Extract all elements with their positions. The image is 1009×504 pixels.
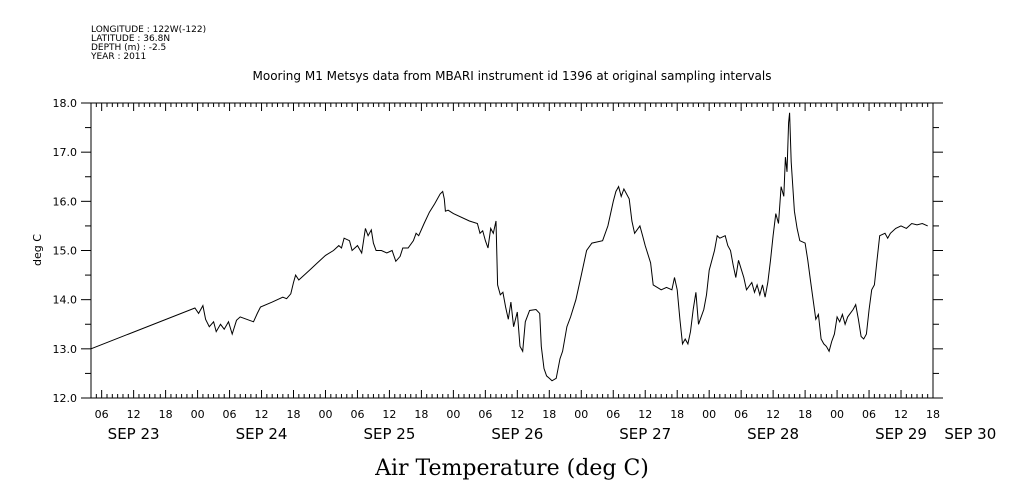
day-label: SEP 29 [875, 425, 927, 443]
y-tick-label: 15.0 [53, 245, 78, 258]
year-label: YEAR : 2011 [90, 52, 146, 62]
day-label: SEP 26 [491, 425, 543, 443]
x-tick-label: 00 [191, 408, 205, 421]
x-tick-label: 06 [350, 408, 364, 421]
x-tick-label: 00 [830, 408, 844, 421]
day-label: SEP 23 [108, 425, 160, 443]
x-tick-label: 06 [223, 408, 237, 421]
day-label: SEP 27 [619, 425, 671, 443]
y-tick-label: 18.0 [53, 97, 78, 110]
x-tick-label: 12 [255, 408, 269, 421]
y-tick-labels: 12.0 13.0 14.0 15.0 16.0 17.0 18.0 [53, 97, 78, 405]
y-tick-label: 17.0 [53, 146, 78, 159]
day-label: SEP 25 [363, 425, 415, 443]
x-tick-label: 18 [798, 408, 812, 421]
longitude-label: LONGITUDE : 122W(-122) [91, 25, 206, 35]
y-tick-label: 14.0 [53, 294, 78, 307]
x-tick-labels: 06 12 18 00 06 12 18 00 06 12 18 00 06 12 18 00 06 12 18 00… [95, 408, 940, 421]
x-tick-label: 18 [287, 408, 301, 421]
x-tick-label: 00 [318, 408, 332, 421]
y-tick-label: 12.0 [53, 392, 78, 405]
x-tick-label: 12 [510, 408, 524, 421]
x-tick-label: 18 [670, 408, 684, 421]
day-labels: SEP 23 SEP 24 SEP 25 SEP 26 SEP 27 SEP 28 SEP … [108, 425, 997, 443]
x-tick-label: 18 [159, 408, 173, 421]
temperature-series-line [90, 112, 928, 382]
day-label: SEP 24 [236, 425, 288, 443]
x-tick-label: 12 [766, 408, 780, 421]
latitude-label: LATITUDE : 36.8N [91, 34, 170, 44]
x-tick-label: 00 [702, 408, 716, 421]
x-tick-label: 06 [606, 408, 620, 421]
x-tick-label: 00 [446, 408, 460, 421]
day-label: SEP 28 [747, 425, 799, 443]
x-axis-title: Air Temperature (deg C) [374, 456, 649, 481]
x-tick-label: 18 [926, 408, 940, 421]
x-tick-label: 18 [414, 408, 428, 421]
x-tick-label: 00 [574, 408, 588, 421]
chart-title: Mooring M1 Metsys data from MBARI instru… [253, 69, 772, 83]
x-tick-label: 12 [382, 408, 396, 421]
x-tick-label: 06 [478, 408, 492, 421]
x-tick-label: 12 [127, 408, 141, 421]
y-tick-label: 16.0 [53, 195, 78, 208]
day-label: SEP 30 [944, 425, 996, 443]
y-tick-label: 13.0 [53, 343, 78, 356]
x-tick-label: 06 [95, 408, 109, 421]
depth-label: DEPTH (m) : -2.5 [91, 43, 166, 53]
tick-marks [81, 102, 943, 399]
x-tick-label: 06 [734, 408, 748, 421]
x-tick-label: 12 [638, 408, 652, 421]
x-tick-label: 06 [862, 408, 876, 421]
x-tick-label: 12 [894, 408, 908, 421]
x-tick-label: 18 [542, 408, 556, 421]
y-axis-label: deg C [31, 234, 44, 266]
